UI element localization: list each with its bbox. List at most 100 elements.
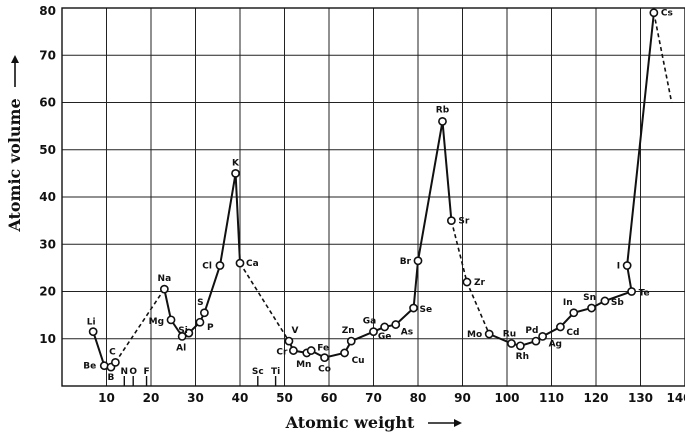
curve-lines	[92, 12, 673, 369]
data-point-fe	[306, 346, 316, 355]
data-point-cs	[649, 8, 659, 18]
data-point-ge	[380, 322, 390, 332]
point-label-rb: Rb	[436, 105, 450, 115]
y-tick-label: 20	[39, 285, 56, 299]
point-label-in: In	[563, 298, 573, 308]
x-tick-label: 60	[321, 391, 338, 405]
y-axis-title: Atomic volume	[5, 98, 24, 232]
element-labels: N O F Sc Ti Li Be B C Na Mg Al Si P S Cl K Ca V Cr Mn Fe Co Cu Z…	[83, 9, 673, 383]
y-tick-label: 30	[39, 237, 56, 251]
point-label-sr: Sr	[458, 217, 469, 227]
x-tick-label: 40	[232, 391, 249, 405]
x-tick-label: 120	[583, 391, 608, 405]
data-point-cr	[288, 346, 298, 355]
point-label-zn: Zn	[342, 326, 355, 336]
x-tick-label: 90	[454, 391, 471, 405]
x-tick-label: 110	[539, 391, 564, 405]
point-label-p: P	[207, 323, 214, 333]
y-tick-label: 60	[39, 96, 56, 110]
x-tick-label: 20	[143, 391, 160, 405]
point-label-ga: Ga	[363, 317, 376, 327]
point-label-si: Si	[178, 326, 188, 336]
point-label-be: Be	[83, 362, 96, 372]
data-point-ca	[235, 258, 245, 268]
data-point-in	[569, 308, 579, 318]
point-label-mg: Mg	[149, 317, 164, 327]
x-tick-label: 70	[365, 391, 382, 405]
data-point-co	[320, 353, 329, 363]
data-points	[88, 8, 659, 372]
point-label-i: I	[617, 262, 620, 272]
data-point-li	[88, 327, 98, 337]
data-point-k	[231, 168, 240, 178]
point-label-rh: Rh	[516, 352, 529, 362]
y-axis-title-group: Atomic volume	[5, 55, 24, 233]
point-label-cr: Cr	[276, 348, 288, 358]
data-point-as	[391, 320, 401, 329]
data-point-cl	[215, 261, 225, 270]
y-tick-label: 40	[39, 190, 56, 204]
point-label-v: V	[291, 326, 298, 336]
point-label-te: Te	[639, 289, 650, 299]
point-label-cu: Cu	[352, 356, 365, 366]
x-tick-label: 50	[276, 391, 293, 405]
point-label-zr: Zr	[474, 278, 486, 288]
x-tick-label: 140	[666, 391, 685, 405]
missing-element-marks	[123, 376, 277, 386]
point-label-b: B	[108, 373, 115, 383]
point-label-ru: Ru	[503, 329, 516, 339]
data-point-al	[177, 331, 187, 341]
point-label-as: As	[401, 328, 413, 338]
point-label-co: Co	[318, 365, 331, 375]
point-label-cd: Cd	[566, 328, 579, 338]
tick-labels: 10 20 30 40 50 60 70 80 90 100 110 120 130 140 10 20 30 4…	[39, 4, 685, 405]
point-label-sb: Sb	[611, 298, 624, 308]
data-point-na	[159, 284, 169, 294]
data-point-si	[184, 328, 194, 338]
data-point-sn	[587, 303, 596, 313]
data-point-cd	[556, 322, 565, 332]
data-point-rb	[438, 117, 447, 126]
data-point-br	[413, 256, 423, 266]
data-point-ru	[507, 339, 516, 348]
data-point-ag	[538, 331, 547, 341]
x-tick-label: 30	[187, 391, 204, 405]
point-label-mn: Mn	[296, 360, 311, 370]
point-label-se: Se	[420, 305, 433, 315]
dashed-curve-segment	[114, 288, 165, 363]
point-label-ge: Ge	[378, 332, 392, 342]
data-point-s	[199, 308, 209, 318]
y-tick-label: 70	[39, 48, 56, 62]
missing-element-label: F	[143, 367, 149, 377]
missing-element-label: Ti	[271, 367, 280, 377]
dashed-curve-segment	[239, 262, 290, 342]
x-axis-title: Atomic weight	[285, 413, 415, 432]
point-label-na: Na	[158, 274, 172, 284]
missing-element-label: O	[129, 367, 137, 377]
point-label-al: Al	[176, 343, 186, 353]
data-point-cu	[340, 348, 349, 358]
x-tick-label: 10	[98, 391, 115, 405]
point-label-cs: Cs	[661, 9, 673, 19]
data-point-c	[111, 357, 120, 367]
solid-curve-segment	[488, 12, 655, 347]
data-point-te	[627, 287, 636, 296]
point-label-c: C	[109, 347, 116, 357]
data-point-p	[195, 317, 205, 327]
data-point-mg	[166, 315, 176, 325]
point-label-pd: Pd	[525, 326, 538, 336]
data-point-ga	[369, 327, 378, 337]
data-point-i	[622, 261, 632, 270]
point-label-fe: Fe	[317, 344, 329, 354]
point-label-mo: Mo	[467, 330, 482, 340]
data-point-zr	[462, 277, 472, 287]
y-axis-arrow-head	[11, 55, 19, 63]
data-point-se	[409, 303, 418, 313]
x-tick-label: 130	[628, 391, 653, 405]
data-point-sr	[446, 216, 456, 226]
data-point-pd	[531, 336, 541, 346]
point-label-k: K	[232, 158, 240, 168]
y-tick-label: 50	[39, 143, 56, 157]
point-label-cl: Cl	[202, 262, 212, 272]
